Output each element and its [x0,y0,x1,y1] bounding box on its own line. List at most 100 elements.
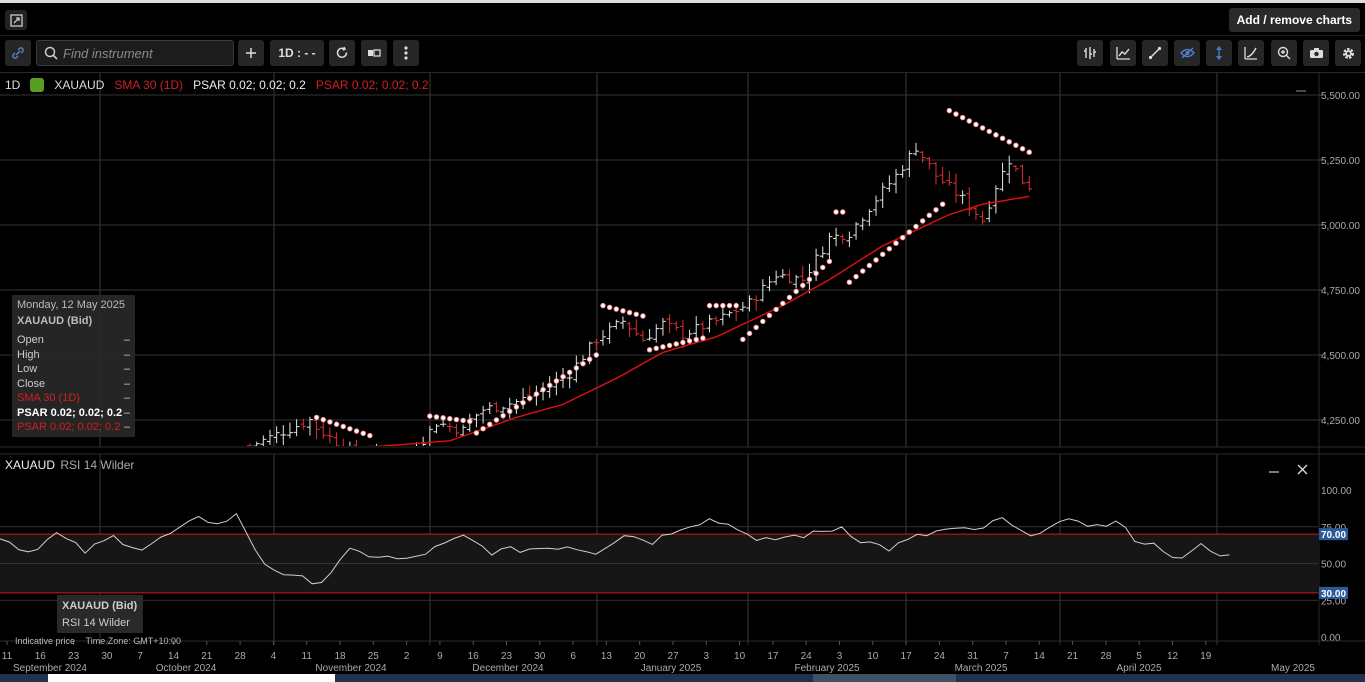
ohlc-bar [673,321,680,331]
studies-icon[interactable] [1110,40,1136,66]
chart-style-icon[interactable] [361,40,387,66]
psar-dot [693,336,699,343]
price-ytick-label: 5,250.00 [1321,156,1360,167]
psar-dot [640,313,646,319]
ohlc-bar [473,413,480,428]
ohlc-bar [659,317,666,336]
indicative-price-label: Indicative price [15,636,76,646]
draw-line-icon[interactable] [1142,40,1168,66]
chart-layout-icon[interactable] [5,10,27,30]
rsi-line [0,512,1230,585]
psar-dot [427,413,433,419]
legend-psar-2[interactable]: PSAR 0.02; 0.02; 0.2 [315,78,429,92]
psar-dot [726,302,733,309]
month-label: February 2025 [794,663,859,674]
legend-psar-1[interactable]: PSAR 0.02; 0.02; 0.2 [193,78,306,92]
psar-dot [447,416,453,422]
settings-icon[interactable] [1335,40,1361,66]
ohlc-bar [486,402,493,414]
ohlc-bar [326,427,333,444]
x-tick-label: 24 [801,651,813,662]
minimize-price-pane-icon[interactable] [1296,80,1306,96]
ohlc-bar [619,316,626,329]
psar-dot [573,365,580,371]
indicators-icon[interactable] [1077,40,1103,66]
rsi-band-label: 70.00 [1321,530,1346,541]
x-tick-label: 30 [101,651,113,662]
ohlc-bar [992,185,999,214]
psar-dot [467,418,473,424]
psar-dot [527,395,533,402]
psar-dot [860,268,866,274]
tooltip-row: Low – [17,363,130,375]
psar-dot [853,273,859,280]
x-tick-label: 2 [404,651,410,662]
ohlc-bar [453,423,460,437]
ohlc-bar [433,424,440,434]
x-tick-label: 28 [235,651,247,662]
interval-selector[interactable]: 1D : - - [270,40,324,66]
ohlc-bar [839,234,846,244]
find-instrument-search[interactable] [36,40,234,66]
price-ytick-label: 5,500.00 [1321,91,1360,102]
psar-dot [453,416,460,423]
rsi-tooltip: XAUAUD (Bid) RSI 14 Wilder [57,595,143,633]
ohlc-bar [979,210,986,225]
rsi-band-label-bg [1319,586,1348,599]
rsi-indicator[interactable]: RSI 14 Wilder [60,458,135,472]
rsi-ytick-label: 25.00 [1321,596,1346,607]
add-instrument-button[interactable] [238,40,264,66]
minimize-rsi-pane-icon[interactable] [1269,461,1279,477]
x-tick-label: 4 [271,651,277,662]
legend-symbol[interactable]: XAUAUD [54,78,105,92]
link-icon[interactable] [5,40,31,66]
camera-icon[interactable] [1303,40,1329,66]
ohlc-bar [899,165,906,178]
x-tick-label: 25 [368,651,380,662]
psar-dot [913,223,919,230]
zoom-icon[interactable] [1271,40,1297,66]
ohlc-bar [416,442,417,446]
psar-dot [613,306,619,312]
add-remove-charts-button[interactable]: Add / remove charts [1228,8,1360,32]
x-tick-label: 21 [201,651,213,662]
horizontal-scrollbar[interactable] [0,674,1365,682]
psar-dot [899,234,906,241]
scrollbar-thumb[interactable] [48,674,335,682]
x-tick-label: 11 [2,651,13,662]
tooltip-row: PSAR 0.02; 0.02; 0.2– [17,406,130,419]
ohlc-bar [906,150,913,178]
x-tick-label: 28 [1100,651,1112,662]
psar-dot [520,399,526,406]
ohlc-bar [913,142,919,156]
psar-dot [533,391,540,397]
legend-interval[interactable]: 1D [5,78,21,92]
crosshair-icon[interactable] [1206,40,1232,66]
refresh-icon[interactable] [329,40,355,66]
ohlc-bar [939,166,946,185]
legend-sma[interactable]: SMA 30 (1D) [114,78,184,92]
price-ytick-label: 5,000.00 [1321,221,1360,232]
ohlc-bar [646,329,653,341]
rsi-symbol[interactable]: XAUAUD [5,458,56,472]
search-icon [44,46,58,60]
psar-dot [793,288,799,295]
search-input[interactable] [63,45,228,62]
psar-dot [333,421,340,427]
hide-drawings-icon[interactable] [1174,40,1200,66]
x-tick-label: 24 [934,651,946,662]
x-tick-label: 14 [168,651,180,662]
chart-toolbar: 1D : - - [0,37,1365,71]
x-tick-label: 17 [901,651,913,662]
psar-dot [500,412,506,419]
more-icon[interactable] [393,40,419,66]
ohlc-bar [753,295,760,311]
price-chart-area[interactable]: 4,250.00 4,500.00 4,750.00 5,000.00 5,250.00… [0,71,1365,674]
tooltip-row: High – [17,348,130,361]
scrollbar-highlight [813,674,956,682]
x-tick-label: 17 [767,651,779,662]
close-rsi-pane-icon[interactable] [1297,462,1308,478]
curve-icon[interactable] [1238,40,1264,66]
x-tick-label: 16 [35,651,47,662]
ohlc-bar [666,314,673,334]
